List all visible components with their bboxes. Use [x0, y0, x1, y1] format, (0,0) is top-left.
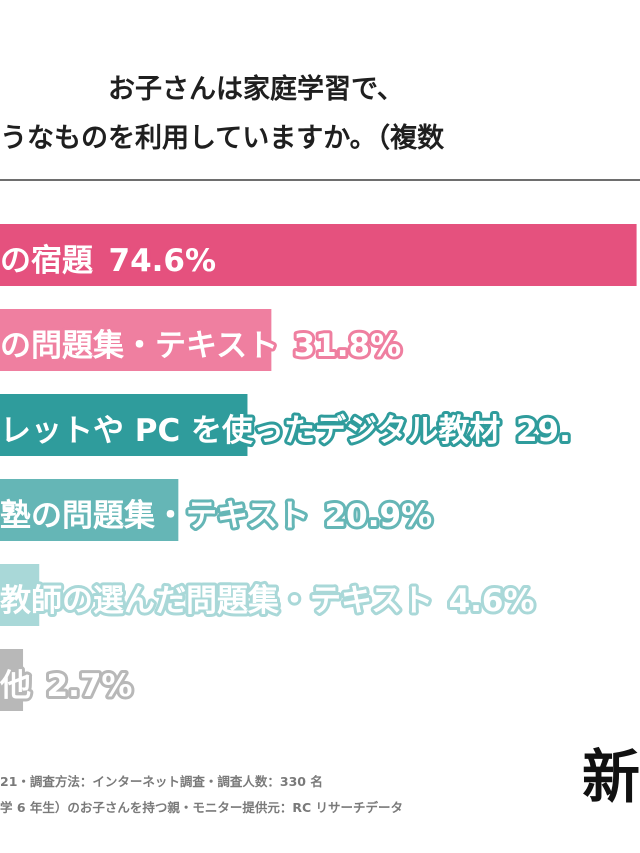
bar-2 [0, 394, 248, 456]
title-line-1: お子さんは家庭学習で、 [108, 74, 404, 105]
bar-label-5: 他 2.7% [0, 668, 132, 704]
title-divider [0, 179, 640, 181]
bar-label-3: 塾の問題集・テキスト 20.9% [0, 498, 432, 534]
category-label-5: 他 [0, 668, 47, 704]
bar-4 [0, 564, 40, 626]
value-label-4: 4.6% [449, 583, 535, 619]
value-label-0: 74.6% [109, 243, 217, 279]
footnote-respondents: 学 6 年生）のお子さんを持つ親・モニター提供元：RC リサーチデータ [0, 800, 404, 815]
bar-label-0: の宿題 74.6% [0, 243, 216, 279]
value-label-1: 31.8% [294, 328, 402, 364]
category-label-1: の問題集・テキスト [0, 328, 294, 364]
category-label-3: 塾の問題集・テキスト [0, 498, 325, 534]
bar-3 [0, 479, 179, 541]
value-label-5: 2.7% [47, 668, 133, 704]
value-label-3: 20.9% [325, 498, 433, 534]
bar-label-1: の問題集・テキスト 31.8% [0, 328, 401, 364]
brand-logo-text: 新 [582, 743, 640, 811]
bar-label-2: レットや PC を使ったデジタル教材 29. [0, 413, 571, 449]
category-label-2: レットや PC を使ったデジタル教材 [0, 413, 516, 449]
title-line-2: うなものを利用していますか。（複数 [0, 123, 445, 154]
bar-0 [0, 224, 637, 286]
category-label-0: の宿題 [0, 243, 109, 279]
value-label-2: 29. [516, 413, 571, 449]
bar-1 [0, 309, 272, 371]
chart-title: お子さんは家庭学習で、 うなものを利用していますか。（複数 [0, 0, 640, 181]
bar-label-4: 教師の選んだ問題集・テキスト 4.6% [0, 583, 535, 619]
category-label-4: 教師の選んだ問題集・テキスト [0, 583, 449, 619]
footnote-survey-method: 21・調査方法：インターネット調査・調査人数：330 名 [0, 774, 323, 789]
bar-5 [0, 649, 24, 711]
